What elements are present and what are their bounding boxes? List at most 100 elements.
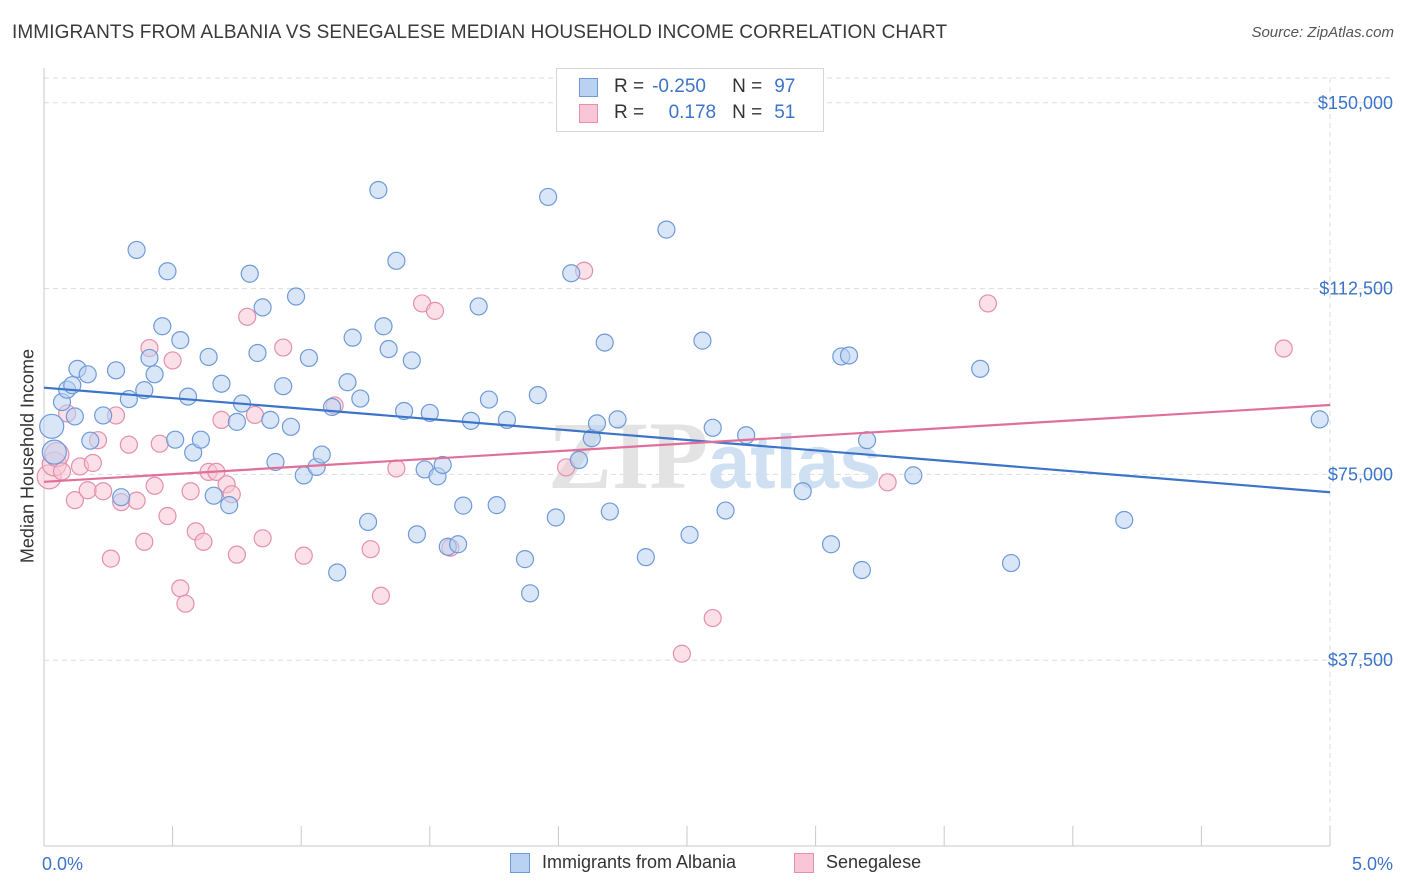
x-tick-label: 5.0% (1352, 854, 1393, 874)
y-axis-label: Median Household Income (17, 348, 38, 564)
legend-r-label: R = (614, 76, 645, 97)
chart-title: IMMIGRANTS FROM ALBANIA VS SENEGALESE ME… (12, 22, 948, 43)
y-tick-label: $75,000 (1328, 464, 1393, 484)
albania-point (387, 251, 406, 270)
albania-point (312, 445, 331, 464)
senegalese-point (163, 351, 182, 370)
albania-point (158, 262, 177, 281)
albania-point (266, 452, 285, 472)
albania-point (1115, 510, 1134, 530)
senegalese-point (387, 459, 406, 478)
senegalese-point (227, 545, 246, 564)
albania-point (420, 403, 439, 423)
y-tick-label: $112,500 (1319, 279, 1393, 299)
albania-point (328, 563, 347, 582)
albania-point (608, 410, 627, 429)
albania-point (693, 331, 712, 350)
albania-point (220, 496, 239, 515)
albania-point (166, 430, 185, 449)
albania-point (171, 331, 190, 350)
y-tick-labels: $37,500 $75,000 $112,500 $150,000 (1318, 93, 1393, 670)
albania-point (227, 412, 246, 431)
x-tick-label: 0.0% (42, 854, 83, 874)
axes (43, 68, 1331, 847)
albania-point (821, 535, 841, 554)
senegalese-point (176, 594, 195, 613)
albania-point (369, 180, 388, 200)
senegalese-point (294, 546, 313, 565)
legend-row-senegalese: R = 0.178 N = 51 (579, 101, 795, 125)
senegalese-point (119, 435, 138, 454)
albania-point (448, 535, 468, 554)
albania-point (106, 361, 126, 380)
albania-point (153, 317, 172, 336)
senegalese-point (101, 549, 120, 568)
legend-r-value: -0.250 (652, 76, 706, 97)
legend-label-albania: Immigrants from Albania (542, 852, 737, 872)
albania-point (112, 488, 131, 507)
albania-point (204, 486, 223, 505)
senegalese-point (150, 434, 169, 453)
trend-line-albania (43, 386, 1331, 494)
senegalese-point (171, 579, 190, 598)
senegalese-point (135, 532, 154, 551)
albania-point (971, 359, 990, 378)
senegalese-point (238, 307, 257, 326)
albania-point (65, 407, 84, 426)
legend-swatch-albania (510, 852, 530, 873)
albania-point (145, 365, 164, 384)
albania-point (852, 560, 871, 580)
senegalese-point (194, 532, 213, 551)
senegalese-point (127, 491, 146, 510)
albania-point (41, 439, 67, 465)
albania-point (515, 550, 535, 569)
trend-lines (43, 386, 1331, 494)
series-legend: Immigrants from Albania Senegalese (0, 852, 1406, 878)
senegalese-point (371, 586, 391, 605)
albania-point (595, 333, 614, 352)
legend-n-label: N = (732, 102, 763, 123)
albania-point (240, 264, 259, 283)
legend-n-label: N = (732, 76, 763, 97)
albania-point (528, 386, 547, 405)
senegalese-point (158, 506, 177, 526)
albania-point (539, 187, 558, 207)
albania-point (479, 390, 499, 409)
senegalese-point (212, 410, 231, 429)
albania-point (521, 584, 540, 603)
albania-point (127, 240, 146, 260)
y-tick-label: $150,000 (1318, 93, 1393, 113)
albania-point (587, 414, 607, 433)
legend-swatch-senegalese (579, 103, 598, 123)
senegalese-point (52, 462, 72, 481)
senegalese-point (878, 473, 897, 492)
legend-swatch-senegalese (794, 852, 814, 873)
legend-item-albania: Immigrants from Albania (510, 852, 736, 873)
albania-point (546, 508, 565, 527)
legend-r-value: 0.178 (668, 102, 717, 123)
albania-point (716, 501, 735, 520)
albania-point (191, 430, 210, 449)
senegalese-point (425, 301, 445, 320)
albania-point (274, 377, 293, 396)
albania-point (487, 496, 506, 515)
senegalese-point (672, 644, 691, 663)
senegalese-point (274, 338, 293, 357)
senegalese-point (94, 482, 113, 501)
albania-point (81, 431, 100, 450)
albania-point (394, 401, 414, 421)
albania-point (281, 417, 301, 436)
albania-point (94, 406, 113, 425)
senegalese-point (145, 476, 164, 495)
albania-point (338, 373, 357, 392)
senegalese-point (83, 453, 102, 473)
albania-point (351, 389, 370, 408)
albania-point (358, 512, 378, 532)
legend-n-value: 97 (774, 76, 796, 97)
albania-point (322, 397, 342, 417)
legend-item-senegalese: Senegalese (794, 852, 921, 873)
albania-point (248, 343, 267, 363)
albania-point (839, 346, 859, 365)
y-tick-label: $37,500 (1328, 650, 1393, 670)
albania-point (657, 220, 676, 239)
